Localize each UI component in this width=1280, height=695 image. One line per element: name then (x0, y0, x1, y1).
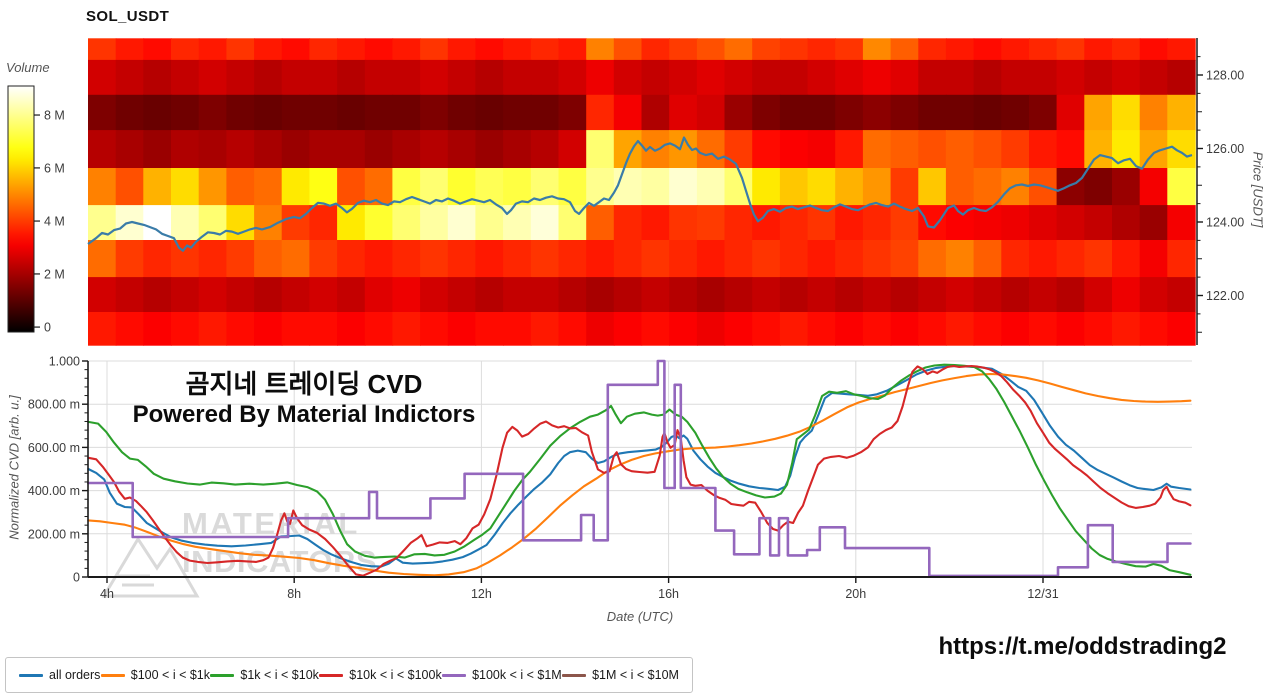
colorbar-title: Volume (6, 60, 50, 75)
svg-text:800.00 m: 800.00 m (28, 398, 80, 412)
chart-title: SOL_USDT (86, 8, 170, 25)
cvd-axis-title: Normalized CVD [arb. u.] (6, 395, 22, 540)
legend-item-1M-10M: $1M < i < $10M (562, 668, 679, 682)
legend-label: $1k < i < $10k (240, 668, 319, 682)
legend-swatch-100-1k (100, 673, 125, 677)
svg-text:2 M: 2 M (44, 267, 65, 281)
telegram-url: https://t.me/oddstrading2 (938, 633, 1227, 660)
cvd-gridlines (88, 360, 1192, 577)
watermark-line1: MATERIAL (182, 506, 360, 541)
cvd-line--100-i-1k (87, 372, 1192, 577)
legend-swatch-1k-10k (210, 673, 235, 677)
volume-price-heatmap (88, 38, 1196, 346)
mountain-logo-icon (101, 536, 200, 598)
svg-text:0: 0 (73, 571, 80, 585)
date-axis-title: Date (UTC) (606, 609, 674, 624)
legend: all orders $100 < i < $1k $1k < i < $10k… (5, 657, 693, 693)
svg-text:4h: 4h (100, 587, 114, 601)
svg-text:128.00: 128.00 (1206, 69, 1244, 83)
svg-text:16h: 16h (658, 587, 679, 601)
svg-text:12h: 12h (471, 587, 492, 601)
svg-text:0: 0 (44, 321, 51, 335)
legend-item-100-1k: $100 < i < $1k (100, 668, 211, 682)
legend-swatch-100k-1M (442, 673, 467, 677)
legend-item-100k-1M: $100k < i < $1M (442, 668, 562, 682)
svg-text:4 M: 4 M (44, 215, 65, 229)
legend-item-1k-10k: $1k < i < $10k (210, 668, 319, 682)
svg-text:8 M: 8 M (44, 109, 65, 123)
volume-colorbar: 8 M 6 M 4 M 2 M 0 (7, 85, 65, 335)
svg-text:6 M: 6 M (44, 161, 65, 175)
cvd-line--100k-i-1m (87, 359, 1192, 578)
legend-label: $10k < i < $100k (349, 668, 442, 682)
headline-korean: 곰지네 트레이딩 CVD (185, 369, 423, 399)
price-line (87, 136, 1193, 252)
svg-text:8h: 8h (287, 587, 301, 601)
svg-text:122.00: 122.00 (1206, 289, 1244, 303)
svg-text:12/31: 12/31 (1027, 587, 1058, 601)
legend-label: all orders (49, 668, 101, 682)
legend-label: $100k < i < $1M (472, 668, 562, 682)
legend-label: $1M < i < $10M (592, 668, 679, 682)
price-axis: 128.00 126.00 124.00 122.00 (1196, 38, 1244, 345)
cvd-series (87, 359, 1192, 578)
svg-text:1.000: 1.000 (49, 355, 80, 369)
svg-text:400.00 m: 400.00 m (28, 484, 80, 498)
svg-text:126.00: 126.00 (1206, 142, 1244, 156)
svg-text:20h: 20h (845, 587, 866, 601)
svg-text:124.00: 124.00 (1206, 216, 1244, 230)
legend-swatch-1M-10M (562, 673, 587, 677)
price-axis-title: Price [USDT] (1250, 151, 1266, 228)
cvd-axes: 1.000 800.00 m 600.00 m 400.00 m 200.00 m 0 4h… (28, 355, 1192, 601)
svg-text:200.00 m: 200.00 m (28, 527, 80, 541)
legend-item-10k-100k: $10k < i < $100k (319, 668, 442, 682)
headline-powered-by: Powered By Material Indictors (132, 401, 476, 428)
legend-swatch-10k-100k (319, 673, 344, 677)
legend-item-all-orders: all orders (19, 668, 100, 682)
legend-swatch-all-orders (19, 673, 43, 677)
legend-label: $100 < i < $1k (130, 668, 211, 682)
svg-text:600.00 m: 600.00 m (28, 441, 80, 455)
chart-under-layer (87, 38, 1196, 577)
